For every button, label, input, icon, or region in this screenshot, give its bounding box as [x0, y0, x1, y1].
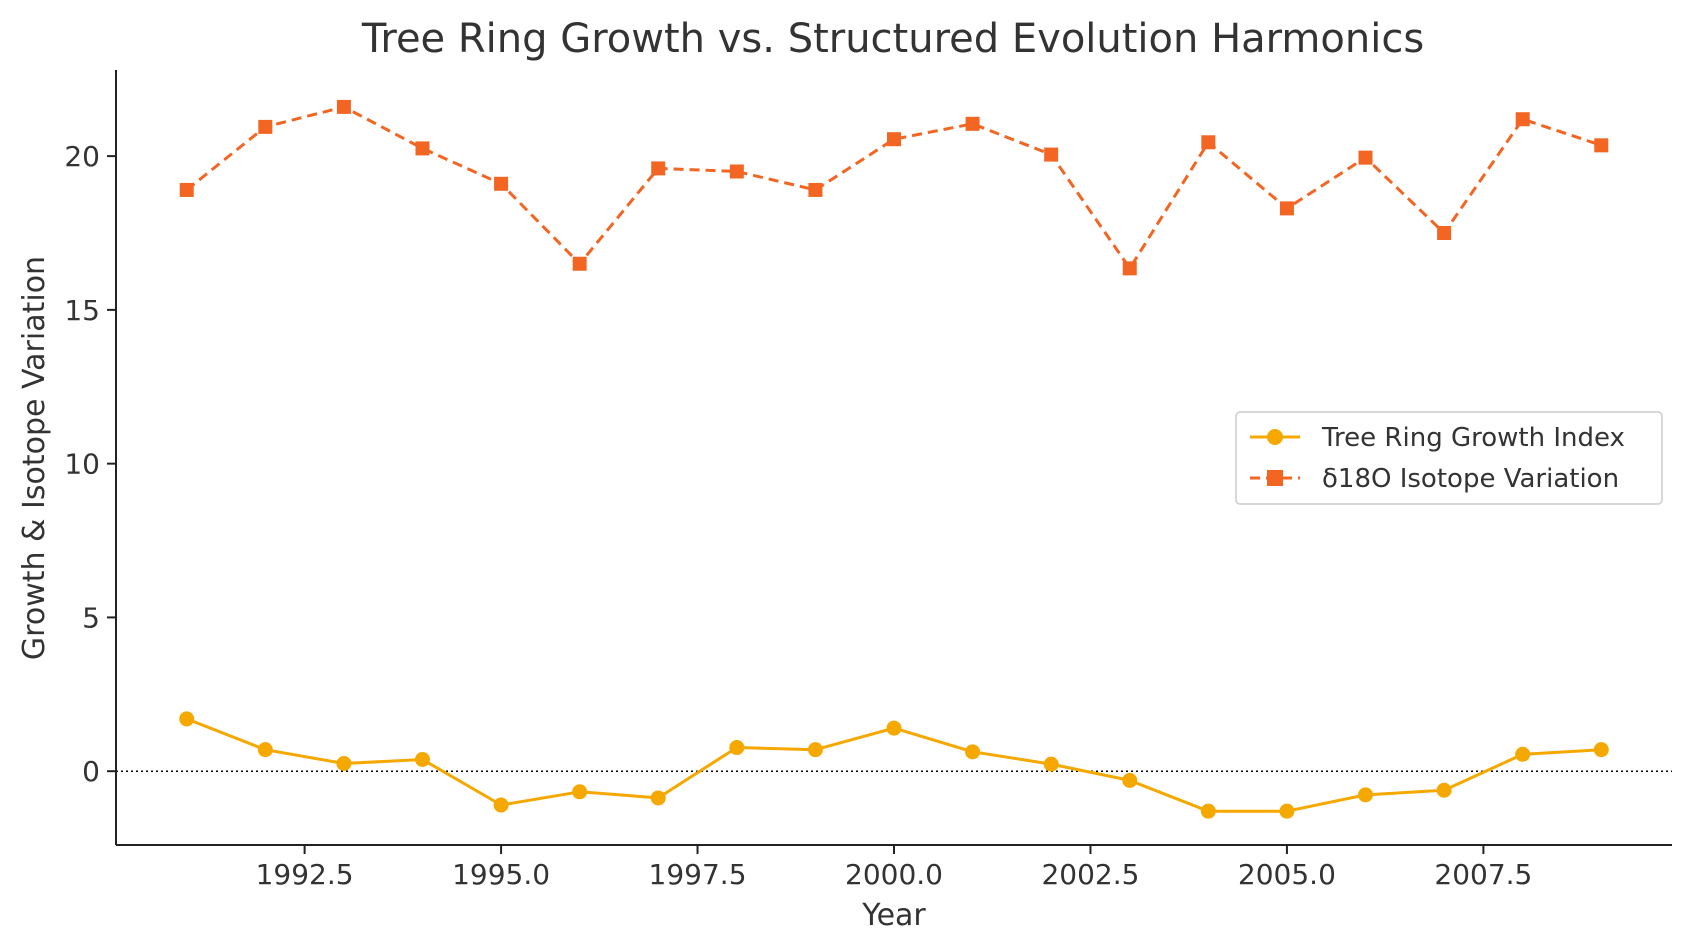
y-tick-label: 20 [64, 140, 100, 173]
x-tick-label: 1995.0 [452, 858, 550, 891]
data-point-tree-ring [336, 756, 352, 772]
data-point-tree-ring [1122, 772, 1138, 788]
data-point-isotope [1044, 147, 1059, 162]
data-point-tree-ring [965, 744, 981, 760]
data-point-tree-ring [1279, 803, 1295, 819]
data-point-tree-ring [572, 784, 588, 800]
data-point-tree-ring [414, 752, 430, 768]
data-point-isotope [572, 256, 587, 271]
legend-marker-tree-ring [1267, 429, 1283, 445]
y-tick-label: 5 [82, 601, 100, 634]
x-tick-label: 1997.5 [649, 858, 747, 891]
series-line-isotope [185, 105, 1602, 270]
y-tick-label: 0 [82, 755, 100, 788]
data-point-tree-ring [1593, 742, 1609, 758]
data-point-tree-ring [807, 742, 823, 758]
x-tick-label: 2002.5 [1041, 858, 1139, 891]
data-point-isotope [258, 119, 273, 134]
data-point-tree-ring [1515, 746, 1531, 762]
data-point-isotope [1594, 138, 1609, 153]
legend: Tree Ring Growth Index δ18O Isotope Vari… [1235, 411, 1663, 505]
data-point-isotope [729, 164, 744, 179]
data-point-isotope [336, 99, 351, 114]
legend-marker-isotope [1267, 470, 1283, 486]
data-point-isotope [1515, 112, 1530, 127]
data-point-tree-ring [257, 742, 273, 758]
y-tick-label: 10 [64, 448, 100, 481]
x-tick-label: 2000.0 [845, 858, 943, 891]
data-point-isotope [1358, 150, 1373, 165]
data-point-tree-ring [1358, 787, 1374, 803]
x-axis-label: Year [861, 898, 926, 933]
y-axis-label: Growth & Isotope Variation [17, 256, 52, 660]
data-point-isotope [1437, 225, 1452, 240]
data-point-tree-ring [650, 790, 666, 806]
data-point-tree-ring [493, 797, 509, 813]
chart-title: Tree Ring Growth vs. Structured Evolutio… [361, 16, 1424, 62]
data-point-isotope [651, 161, 666, 176]
legend-label-tree-ring: Tree Ring Growth Index [1321, 423, 1625, 453]
plot-area [116, 99, 1672, 819]
data-point-tree-ring [729, 740, 745, 756]
data-point-isotope [965, 116, 980, 131]
x-tick-label: 1992.5 [256, 858, 354, 891]
data-point-tree-ring [179, 711, 195, 727]
data-point-tree-ring [1200, 803, 1216, 819]
data-point-isotope [1201, 135, 1216, 150]
data-point-isotope [887, 132, 901, 147]
data-point-isotope [1279, 201, 1294, 216]
data-point-isotope [179, 182, 194, 197]
y-axis-ticks: 0 5 10 15 20 [64, 140, 116, 788]
legend-box [1235, 411, 1663, 505]
data-point-isotope [415, 141, 430, 156]
data-point-tree-ring [886, 720, 902, 736]
x-axis-ticks: 1992.5 1995.0 1997.5 2000.0 2002.5 2005.0 2007… [256, 845, 1532, 891]
data-point-isotope [494, 176, 509, 191]
y-tick-label: 15 [64, 294, 100, 327]
legend-label-isotope: δ18O Isotope Variation [1322, 464, 1619, 494]
data-point-tree-ring [1043, 756, 1059, 772]
data-point-tree-ring [1436, 782, 1452, 798]
data-point-isotope [1122, 261, 1137, 276]
x-tick-label: 2005.0 [1238, 858, 1336, 891]
data-point-isotope [808, 182, 823, 197]
x-tick-label: 2007.5 [1434, 858, 1532, 891]
